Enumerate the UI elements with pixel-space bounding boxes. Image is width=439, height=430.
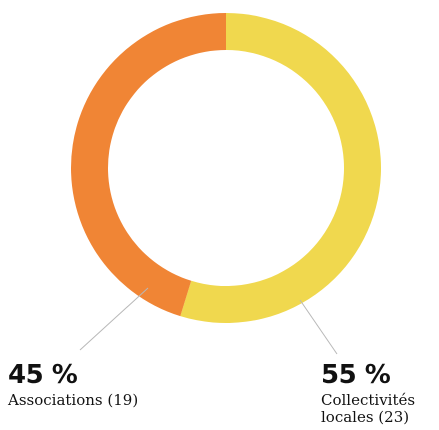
leader-line-associations (79, 287, 149, 351)
slice-collectivites-locales (180, 13, 381, 324)
slice-percent-collectivites: 55 % (321, 360, 391, 390)
leader-line-collectivites (299, 299, 338, 355)
slice-percent-associations: 45 % (8, 360, 78, 390)
slice-label-associations: Associations (19) (8, 391, 139, 409)
slice-associations (71, 13, 226, 317)
slice-label-collectivites: Collectivités locales (23) (321, 391, 416, 426)
